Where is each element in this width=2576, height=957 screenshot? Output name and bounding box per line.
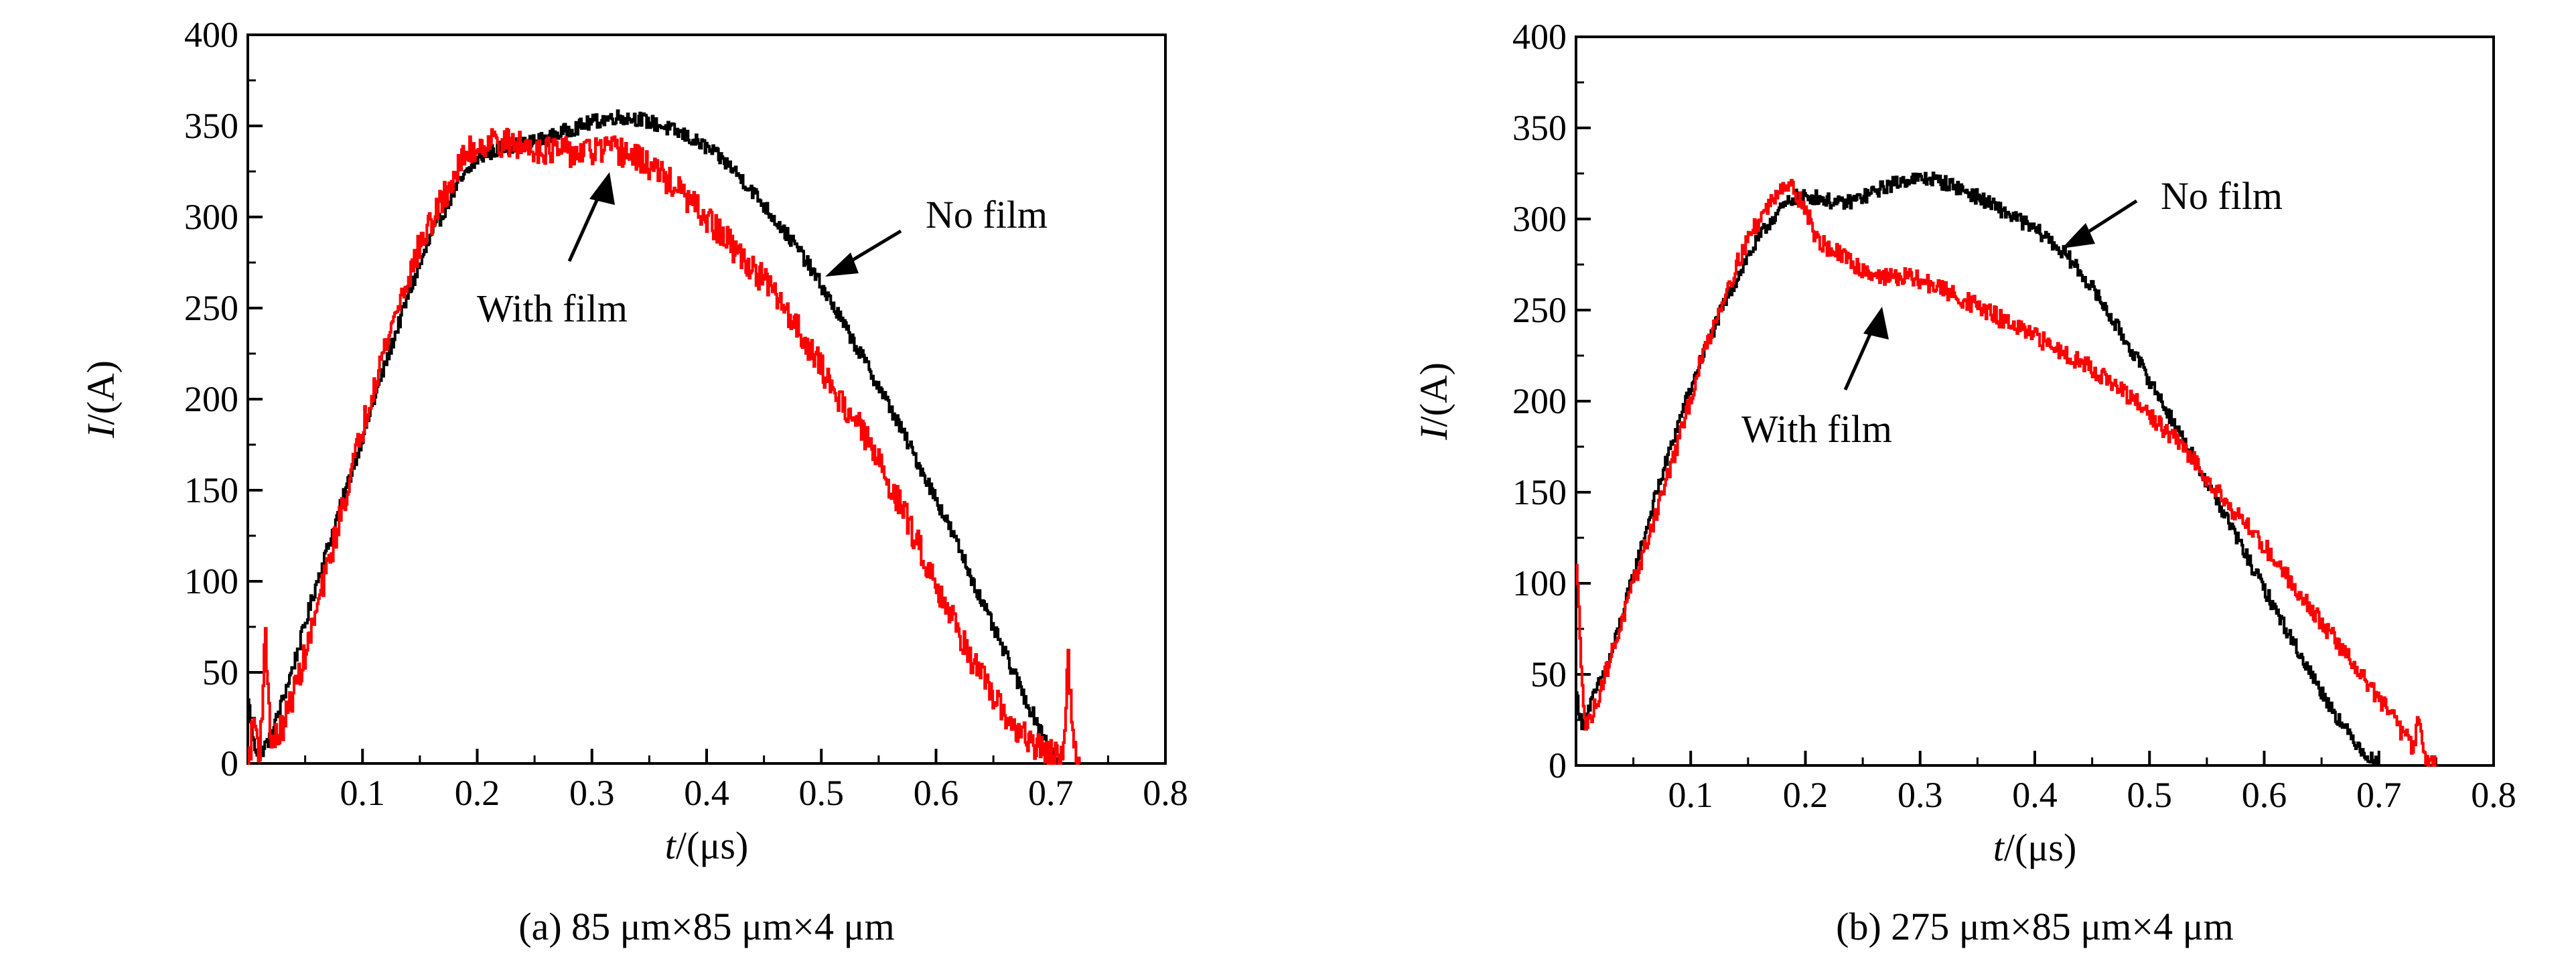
y-tick-label: 50 [1530, 654, 1567, 694]
y-tick-label: 400 [1512, 17, 1567, 57]
annotation-with-film: With film [477, 287, 628, 330]
series-group [1575, 171, 2437, 767]
annotation-no-film: No film [2161, 174, 2283, 218]
y-tick-label: 150 [184, 470, 238, 510]
y-tick-label: 100 [184, 561, 238, 601]
y-tick-label: 200 [1512, 381, 1567, 421]
y-tick-label: 400 [184, 15, 238, 55]
annotation-arrowhead-no-film [825, 252, 859, 277]
x-tick-label: 0.8 [1143, 773, 1188, 813]
caption-a: (a) 85 μm×85 μm×4 μm [518, 905, 894, 948]
y-tick-label: 350 [1512, 108, 1567, 148]
annotation-arrowhead-no-film [2062, 223, 2095, 248]
plot-frame [1575, 35, 2495, 767]
x-tick-label: 0.2 [1783, 775, 1829, 815]
annotation-arrowhead-with-film [589, 172, 615, 205]
caption-b: (b) 275 μm×85 μm×4 μm [1836, 905, 2234, 948]
x-tick-label: 0.3 [569, 773, 615, 813]
x-axis-title: t/(μs) [665, 824, 749, 867]
x-tick-label: 0.1 [1668, 775, 1714, 815]
series-group [247, 109, 1081, 765]
series-with-film [247, 127, 1081, 765]
series-no-film [247, 109, 1058, 763]
y-tick-label: 150 [1512, 472, 1567, 512]
y-tick-label: 200 [184, 379, 238, 419]
x-tick-label: 0.4 [684, 773, 729, 813]
x-tick-label: 0.7 [2356, 775, 2402, 815]
x-tick-label: 0.2 [455, 773, 500, 813]
x-tick-label: 0.6 [2242, 775, 2287, 815]
x-tick-label: 0.4 [2012, 775, 2058, 815]
y-tick-label: 0 [1549, 745, 1567, 786]
x-tick-label: 0.5 [799, 773, 845, 813]
x-tick-label: 0.7 [1028, 773, 1074, 813]
y-tick-labels: 0 50 100 150 200 250 300 350 400 [184, 15, 238, 784]
panel-a: 0 50 100 150 200 250 300 350 400 0.1 0.2 0.3 0.4 0.5… [79, 15, 1188, 948]
x-tick-label: 0.8 [2471, 775, 2516, 815]
tick-marks [248, 33, 1167, 765]
y-tick-label: 50 [202, 652, 238, 692]
annotation-with-film: With film [1741, 407, 1892, 451]
series-with-film [1575, 179, 2437, 767]
x-tick-label: 0.6 [914, 773, 959, 813]
y-tick-label: 300 [184, 197, 238, 237]
y-tick-label: 0 [220, 743, 238, 784]
tick-marks [1576, 35, 2495, 767]
panel-b: 0 50 100 150 200 250 300 350 400 0.1 0.2 0.3 0.4 0.5… [1412, 17, 2516, 948]
x-tick-labels: 0.1 0.2 0.3 0.4 0.5 0.6 0.7 0.8 [340, 773, 1188, 813]
annotation-arrowhead-with-film [1863, 307, 1889, 340]
y-axis-title: I/(A) [79, 360, 123, 439]
y-tick-label: 350 [184, 106, 238, 146]
y-tick-labels: 0 50 100 150 200 250 300 350 400 [1512, 17, 1567, 786]
annotation-no-film: No film [926, 193, 1048, 236]
series-no-film [1575, 171, 2380, 767]
y-tick-label: 100 [1512, 563, 1567, 603]
y-tick-label: 250 [184, 288, 238, 328]
x-tick-label: 0.1 [340, 773, 386, 813]
x-axis-title: t/(μs) [1993, 826, 2077, 869]
x-tick-label: 0.5 [2127, 775, 2173, 815]
y-tick-label: 250 [1512, 290, 1567, 330]
x-tick-labels: 0.1 0.2 0.3 0.4 0.5 0.6 0.7 0.8 [1668, 775, 2516, 815]
x-tick-label: 0.3 [1898, 775, 1943, 815]
y-axis-title: I/(A) [1412, 362, 1455, 441]
y-tick-label: 300 [1512, 199, 1567, 239]
